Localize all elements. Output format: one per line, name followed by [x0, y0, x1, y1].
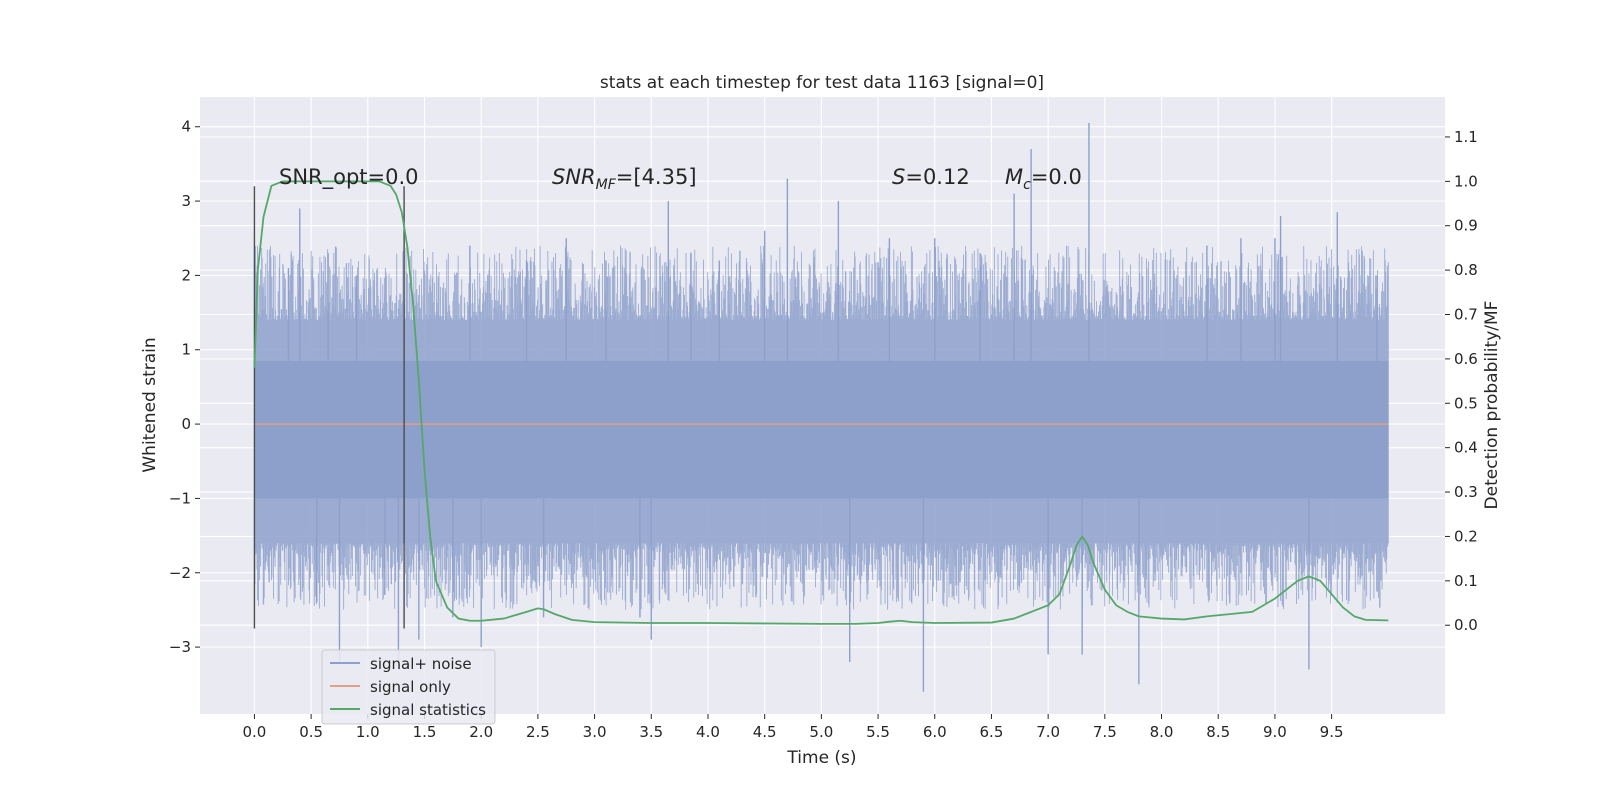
- right-y-tick-label: 0.2: [1454, 527, 1478, 545]
- x-tick-label: 8.0: [1150, 723, 1174, 741]
- x-tick-label: 1.5: [413, 723, 437, 741]
- right-y-tick-label: 0.9: [1454, 217, 1478, 235]
- x-tick-label: 7.0: [1036, 723, 1060, 741]
- snr-mf-annotation: SNRMF=[4.35]: [552, 165, 697, 193]
- legend-label-signal-noise: signal+ noise: [370, 655, 472, 673]
- y-tick-label: −1: [169, 489, 191, 507]
- right-y-tick-label: 0.7: [1454, 306, 1478, 324]
- right-y-axis-label: Detection probability/MF: [1482, 301, 1502, 510]
- snr-mf-subscript: MF: [596, 177, 617, 193]
- chart-title: stats at each timestep for test data 116…: [600, 73, 1044, 93]
- x-tick-label: 9.0: [1263, 723, 1287, 741]
- snr-opt-annotation: SNR_opt=0.0: [279, 165, 419, 190]
- right-y-tick-label: 0.8: [1454, 261, 1478, 279]
- x-tick-label: 5.5: [866, 723, 890, 741]
- s-annotation: S=0.12: [892, 165, 970, 189]
- legend: signal+ noise signal only signal statist…: [322, 650, 495, 724]
- mc-annotation: Mc=0.0: [1005, 165, 1082, 193]
- s-symbol: S: [892, 165, 905, 189]
- right-y-tick-label: 0.1: [1454, 572, 1478, 590]
- x-tick-label: 9.5: [1320, 723, 1344, 741]
- x-tick-label: 4.0: [696, 723, 720, 741]
- x-tick-label: 0.0: [242, 723, 266, 741]
- x-tick-label: 4.5: [753, 723, 777, 741]
- mc-symbol: M: [1005, 165, 1023, 189]
- right-y-tick-label: 0.5: [1454, 394, 1478, 412]
- right-y-tick-label: 0.4: [1454, 439, 1478, 457]
- snr-mf-symbol: SNR: [552, 165, 596, 189]
- y-tick-label: 3: [181, 192, 191, 210]
- x-tick-label: 2.0: [469, 723, 493, 741]
- x-tick-label: 6.5: [980, 723, 1004, 741]
- x-tick-label: 5.0: [809, 723, 833, 741]
- y-tick-label: 1: [181, 341, 191, 359]
- snr-mf-value: =[4.35]: [616, 165, 697, 189]
- x-axis-label: Time (s): [786, 748, 856, 768]
- y-tick-label: −3: [169, 638, 191, 656]
- right-y-tick-label: 0.0: [1454, 616, 1478, 634]
- x-tick-label: 6.0: [923, 723, 947, 741]
- y-axis-label: Whitened strain: [140, 337, 160, 472]
- x-tick-label: 8.5: [1206, 723, 1230, 741]
- y-tick-label: 2: [181, 266, 191, 284]
- y-tick-label: −2: [169, 564, 191, 582]
- right-y-tick-label: 0.3: [1454, 483, 1478, 501]
- x-tick-label: 3.0: [583, 723, 607, 741]
- right-y-tick-label: 1.1: [1454, 128, 1478, 146]
- x-tick-label: 1.0: [356, 723, 380, 741]
- right-y-tick-label: 1.0: [1454, 172, 1478, 190]
- legend-label-signal-only: signal only: [370, 678, 451, 696]
- right-y-tick-label: 0.6: [1454, 350, 1478, 368]
- y-tick-label: 4: [181, 118, 191, 136]
- y-tick-label: 0: [181, 415, 191, 433]
- x-tick-label: 0.5: [299, 723, 323, 741]
- mc-value: =0.0: [1031, 165, 1082, 189]
- x-tick-label: 7.5: [1093, 723, 1117, 741]
- x-tick-label: 2.5: [526, 723, 550, 741]
- s-value: =0.12: [905, 165, 969, 189]
- legend-label-signal-statistics: signal statistics: [370, 701, 486, 719]
- x-tick-label: 3.5: [639, 723, 663, 741]
